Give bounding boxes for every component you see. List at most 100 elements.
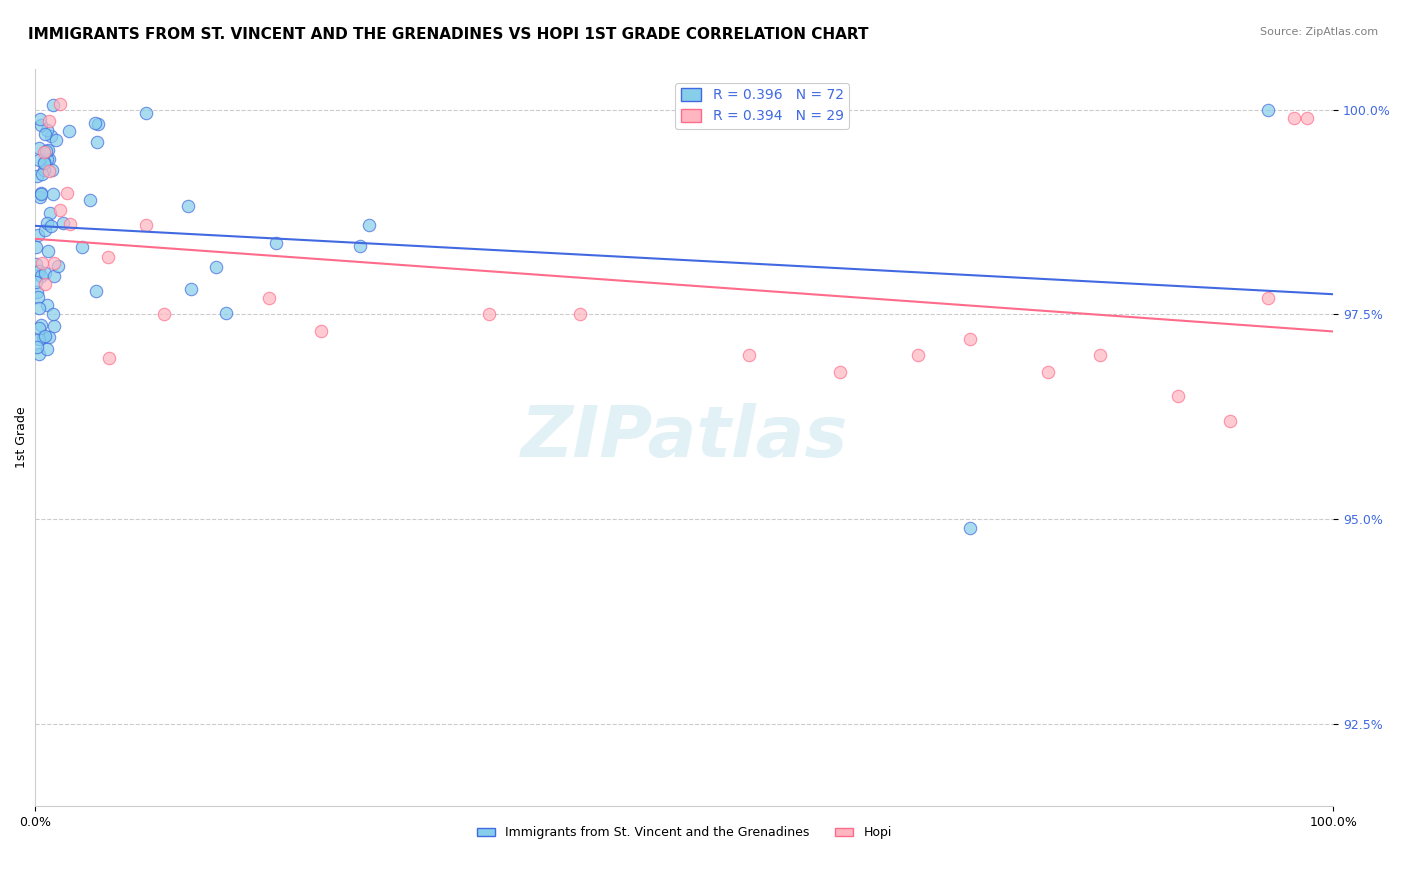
Point bbox=[87, 117, 110, 131]
Point bbox=[30, 118, 52, 132]
Point bbox=[42, 318, 65, 333]
Point bbox=[35, 342, 58, 356]
Point bbox=[30, 269, 52, 284]
Point bbox=[1088, 348, 1111, 362]
Point bbox=[37, 244, 59, 259]
Point bbox=[35, 153, 58, 167]
Point bbox=[28, 321, 51, 335]
Point bbox=[49, 203, 72, 218]
Point bbox=[42, 97, 65, 112]
Point bbox=[257, 291, 280, 305]
Point bbox=[478, 308, 501, 322]
Point bbox=[86, 136, 108, 150]
Point bbox=[35, 145, 58, 159]
Point bbox=[177, 198, 200, 212]
Point bbox=[41, 163, 63, 178]
Point bbox=[204, 260, 226, 274]
Point bbox=[52, 216, 75, 230]
Point bbox=[1257, 291, 1279, 305]
Point bbox=[25, 275, 48, 289]
Point bbox=[56, 186, 79, 200]
Point bbox=[25, 341, 48, 355]
Point bbox=[349, 238, 371, 252]
Text: IMMIGRANTS FROM ST. VINCENT AND THE GRENADINES VS HOPI 1ST GRADE CORRELATION CHA: IMMIGRANTS FROM ST. VINCENT AND THE GREN… bbox=[28, 27, 869, 42]
Point bbox=[98, 351, 121, 365]
Point bbox=[30, 186, 52, 201]
Point bbox=[31, 256, 53, 270]
Point bbox=[30, 187, 52, 202]
Point bbox=[357, 219, 380, 233]
Point bbox=[41, 308, 63, 322]
Point bbox=[264, 235, 287, 250]
Point bbox=[84, 116, 107, 130]
Point bbox=[27, 228, 49, 243]
Point bbox=[35, 216, 58, 230]
Point bbox=[37, 123, 59, 137]
Point bbox=[28, 301, 51, 315]
Point bbox=[180, 282, 202, 296]
Point bbox=[27, 141, 49, 155]
Point bbox=[135, 106, 157, 120]
Point bbox=[42, 186, 65, 201]
Point bbox=[34, 223, 56, 237]
Point bbox=[32, 163, 55, 178]
Point bbox=[28, 153, 51, 167]
Point bbox=[79, 193, 101, 207]
Point bbox=[569, 308, 592, 322]
Point bbox=[1257, 103, 1279, 118]
Text: ZIPatlas: ZIPatlas bbox=[520, 403, 848, 472]
Point bbox=[34, 277, 56, 291]
Point bbox=[959, 521, 981, 535]
Text: Source: ZipAtlas.com: Source: ZipAtlas.com bbox=[1260, 27, 1378, 37]
Point bbox=[1036, 365, 1059, 379]
Point bbox=[38, 152, 60, 166]
Point bbox=[27, 285, 49, 299]
Point bbox=[32, 145, 55, 160]
Point bbox=[32, 155, 55, 169]
Point bbox=[309, 324, 332, 338]
Point bbox=[31, 167, 53, 181]
Point bbox=[45, 133, 67, 147]
Point bbox=[30, 318, 52, 332]
Point bbox=[27, 290, 49, 304]
Point bbox=[49, 97, 72, 112]
Point bbox=[738, 348, 761, 362]
Point bbox=[1296, 111, 1319, 125]
Point bbox=[38, 329, 60, 343]
Point bbox=[70, 240, 93, 254]
Point bbox=[153, 307, 176, 321]
Point bbox=[97, 251, 120, 265]
Point bbox=[25, 169, 48, 183]
Point bbox=[42, 256, 65, 270]
Point bbox=[25, 240, 48, 254]
Point bbox=[86, 284, 108, 298]
Point bbox=[42, 268, 65, 283]
Point bbox=[1218, 414, 1240, 428]
Point bbox=[135, 218, 157, 232]
Y-axis label: 1st Grade: 1st Grade bbox=[15, 407, 28, 468]
Point bbox=[828, 365, 851, 379]
Point bbox=[27, 347, 49, 361]
Point bbox=[34, 329, 56, 343]
Point bbox=[907, 348, 929, 362]
Point bbox=[28, 332, 51, 346]
Point bbox=[28, 264, 51, 278]
Point bbox=[215, 306, 238, 320]
Point bbox=[59, 218, 82, 232]
Point bbox=[48, 259, 70, 273]
Point bbox=[31, 329, 53, 343]
Point bbox=[39, 206, 62, 220]
Point bbox=[34, 127, 56, 141]
Point bbox=[38, 114, 60, 128]
Legend: Immigrants from St. Vincent and the Grenadines, Hopi: Immigrants from St. Vincent and the Gren… bbox=[471, 822, 897, 845]
Point bbox=[34, 266, 56, 280]
Point bbox=[39, 219, 62, 234]
Point bbox=[39, 129, 62, 144]
Point bbox=[1284, 111, 1306, 125]
Point bbox=[32, 156, 55, 170]
Point bbox=[30, 112, 52, 127]
Point bbox=[37, 143, 59, 157]
Point bbox=[959, 332, 981, 346]
Point bbox=[38, 164, 60, 178]
Point bbox=[35, 298, 58, 312]
